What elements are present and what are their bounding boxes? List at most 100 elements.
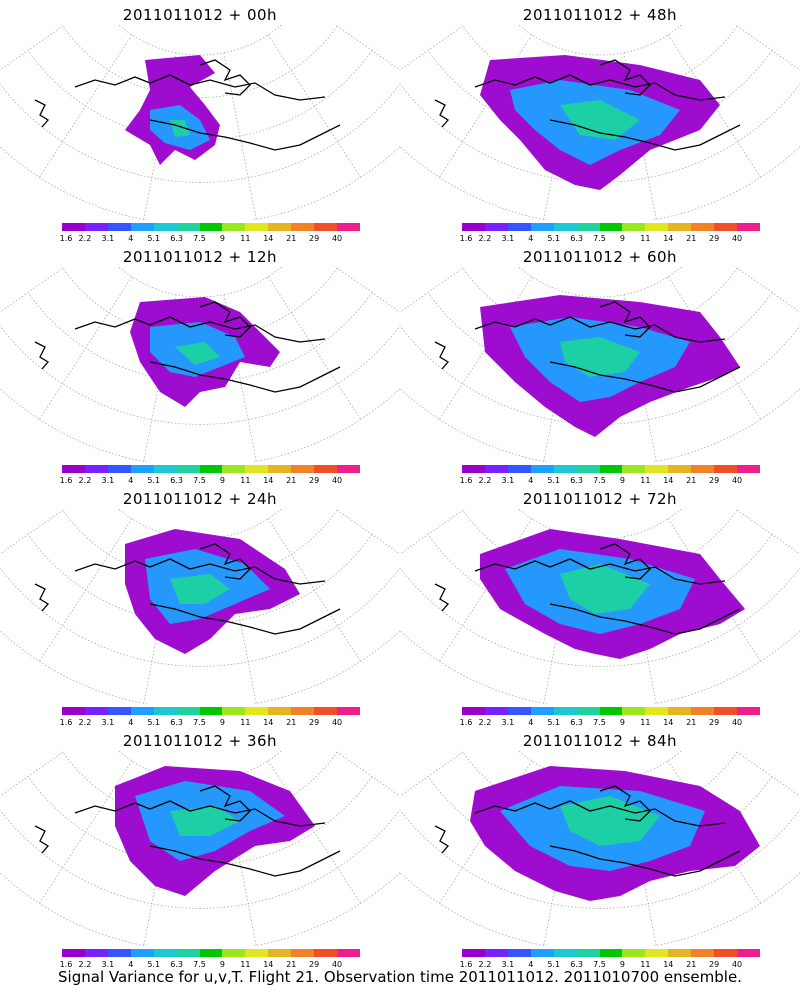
- meridian-line: [334, 509, 400, 555]
- polar-map: [400, 267, 800, 462]
- latitude-circle: [462, 509, 738, 582]
- colorbar-segment: [84, 949, 108, 957]
- panel-title: 2011011012 + 24h: [122, 490, 278, 508]
- colorbar-segment: [576, 707, 600, 715]
- coastline: [599, 301, 651, 338]
- colorbar-tick-label: 7.5: [193, 960, 206, 969]
- coastline: [434, 99, 449, 128]
- latitude-circle: [118, 25, 282, 56]
- colorbar-ticks: 1.6 2.2 3.1 4 5.1 6.3 7.5 9 11 14 21 29 40: [460, 476, 760, 486]
- colorbar-tick-label: 5.1: [547, 234, 561, 243]
- variance-region-high: [560, 100, 640, 140]
- meridian-line: [38, 518, 133, 662]
- colorbar-segment: [314, 223, 338, 231]
- coastline: [434, 825, 449, 854]
- colorbar-tick-label: 21: [286, 960, 297, 969]
- colorbar-segment: [337, 707, 360, 715]
- colorbar-segment: [245, 465, 269, 473]
- colorbar-segment: [314, 949, 338, 957]
- colorbar-tick-label: 2.2: [478, 476, 492, 485]
- colorbar-segment: [576, 223, 600, 231]
- colorbar-tick-label: 4: [528, 476, 534, 485]
- meridian-line: [267, 760, 362, 904]
- polar-map: [400, 25, 800, 220]
- colorbar-tick-label: 21: [286, 476, 297, 485]
- colorbar-segment: [668, 707, 692, 715]
- coastline: [549, 361, 741, 393]
- meridian-line: [0, 25, 66, 71]
- colorbar-tick-label: 21: [686, 960, 697, 969]
- latitude-circle: [62, 509, 338, 582]
- colorbar-tick-label: 4: [128, 234, 134, 243]
- colorbar-tick-label: 7.5: [593, 718, 606, 727]
- latitude-circle: [27, 50, 373, 141]
- forecast-panel: 2011011012 + 00h 1.6 2.2 3.1 4 5.1 6.3 7.5 9 11 14…: [0, 0, 400, 245]
- colorbar-segment: [691, 465, 715, 473]
- colorbar-tick-label: 5.1: [147, 718, 161, 727]
- forecast-panel: 2011011012 + 60h 1.6 2.2 3.1 4 5.1 6.3 7.5 9 11 14…: [400, 242, 800, 487]
- colorbar-tick-label: 6.3: [570, 234, 583, 243]
- colorbar-segment: [507, 707, 531, 715]
- meridian-line: [400, 751, 466, 797]
- colorbar-tick-label: 2.2: [78, 234, 92, 243]
- colorbar-segment: [62, 465, 85, 473]
- colorbar-tick-label: 9: [219, 476, 225, 485]
- colorbar-tick-label: 7.5: [593, 476, 606, 485]
- latitude-circle: [518, 25, 682, 56]
- meridian-line: [734, 25, 800, 71]
- meridian-line: [223, 52, 257, 220]
- colorbar-segment: [737, 223, 760, 231]
- colorbar-segment: [245, 707, 269, 715]
- colorbar-tick-label: 7.5: [593, 234, 606, 243]
- colorbar-segment: [484, 707, 508, 715]
- colorbar-tick-label: 2.2: [78, 718, 92, 727]
- colorbar-segment: [84, 707, 108, 715]
- colorbar-segment: [107, 223, 131, 231]
- colorbar-segment: [691, 949, 715, 957]
- meridian-line: [38, 34, 133, 178]
- colorbar-tick-label: 11: [240, 718, 251, 727]
- colorbar-tick-label: 40: [731, 476, 743, 485]
- coastline: [34, 341, 49, 370]
- colorbar-tick-label: 21: [286, 234, 297, 243]
- colorbar-segment: [691, 707, 715, 715]
- colorbar-segment: [245, 223, 269, 231]
- colorbar-tick-label: 7.5: [193, 476, 206, 485]
- colorbar-segment: [714, 465, 738, 473]
- latitude-circle: [427, 534, 773, 625]
- latitude-circle: [427, 50, 773, 141]
- colorbar-segment: [599, 949, 623, 957]
- latitude-circle: [400, 567, 800, 667]
- colorbar-segment: [737, 949, 760, 957]
- colorbar-segment: [622, 223, 646, 231]
- colorbar-tick-label: 40: [731, 718, 743, 727]
- colorbar-tick-label: 3.1: [501, 234, 515, 243]
- colorbar-tick-label: 29: [709, 234, 720, 243]
- colorbar-tick-label: 14: [663, 960, 674, 969]
- coastline: [474, 800, 726, 827]
- colorbar-segment: [84, 223, 108, 231]
- coastline: [474, 558, 726, 585]
- colorbar-tick-label: 14: [263, 234, 274, 243]
- colorbar-segment: [714, 223, 738, 231]
- colorbar-tick-label: 3.1: [101, 476, 115, 485]
- colorbar-tick-label: 14: [263, 960, 274, 969]
- colorbar-segment: [62, 223, 85, 231]
- colorbar: [462, 707, 760, 715]
- latitude-circle: [62, 25, 338, 98]
- meridian-line: [400, 267, 466, 313]
- polar-map: [0, 25, 400, 220]
- colorbar-tick-label: 9: [619, 960, 625, 969]
- colorbar-tick-label: 5.1: [147, 960, 161, 969]
- latitude-circle: [400, 146, 800, 220]
- colorbar-tick-label: 29: [309, 476, 320, 485]
- colorbar-tick-label: 14: [663, 234, 674, 243]
- colorbar-tick-label: 11: [640, 234, 651, 243]
- panel-title: 2011011012 + 12h: [122, 248, 278, 266]
- colorbar-segment: [153, 949, 177, 957]
- latitude-circle: [518, 509, 682, 540]
- latitude-circle: [27, 292, 373, 383]
- colorbar-tick-label: 6.3: [570, 960, 583, 969]
- panel-title: 2011011012 + 36h: [122, 732, 278, 750]
- latitude-circle: [27, 776, 373, 867]
